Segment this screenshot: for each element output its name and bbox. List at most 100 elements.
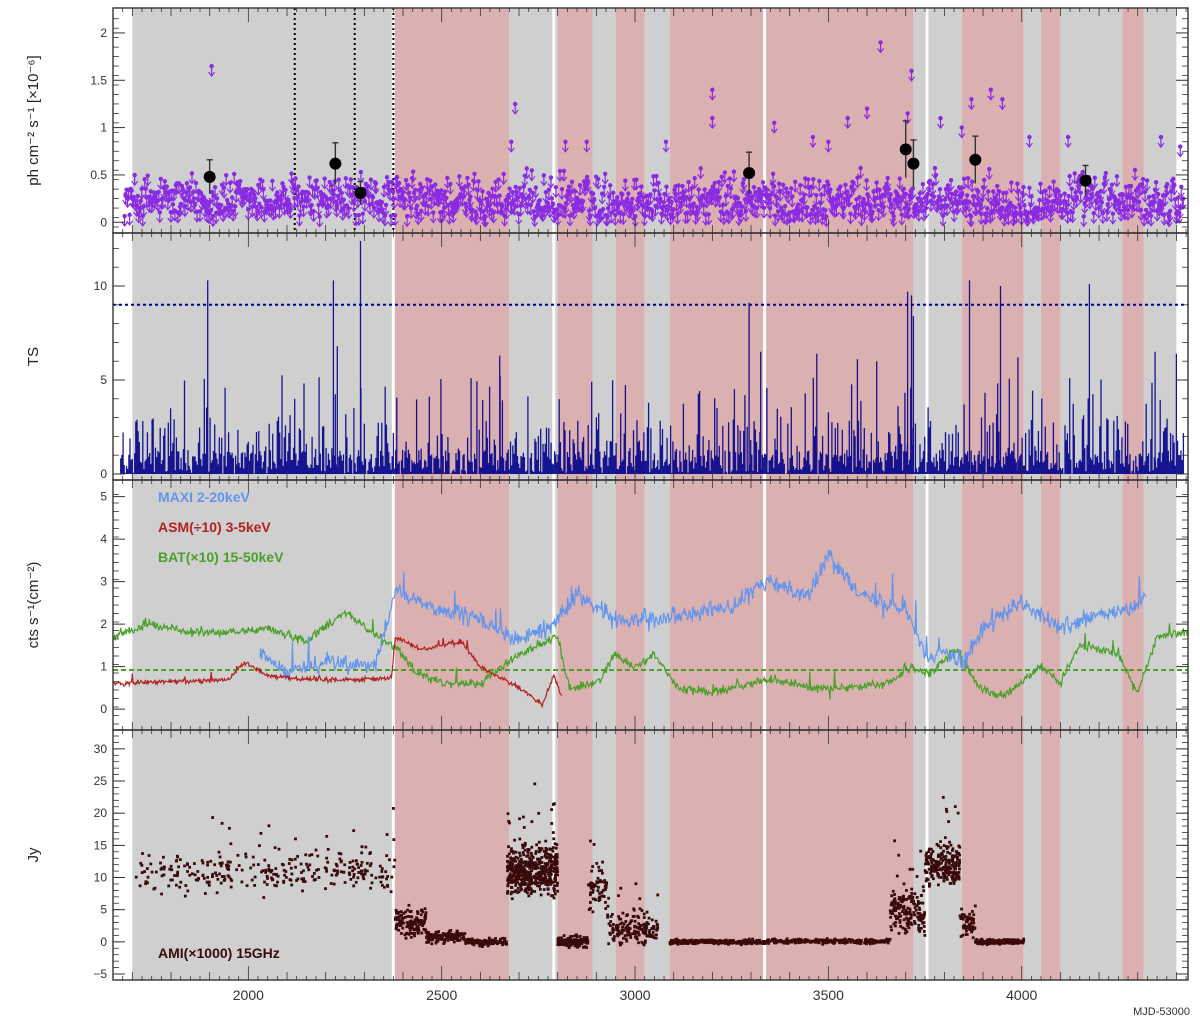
upper-limit-arrowhead: [840, 204, 848, 210]
radio-point: [277, 847, 281, 851]
upper-limit-point: [278, 194, 283, 199]
radio-point: [440, 938, 444, 941]
radio-point: [524, 881, 528, 885]
radio-point: [533, 862, 537, 866]
upper-limit-point: [1042, 201, 1047, 207]
radio-point: [596, 889, 600, 893]
upper-limit-arrowhead: [1070, 205, 1078, 211]
radio-point: [510, 875, 513, 879]
radio-point: [423, 917, 427, 921]
detection-point: [203, 170, 216, 183]
upper-limit-arrowhead: [730, 177, 738, 183]
upper-limit-point: [545, 201, 551, 206]
upper-limit-arrowhead: [540, 180, 548, 187]
upper-limit-arrowhead: [946, 205, 954, 211]
radio-point: [633, 924, 637, 928]
upper-limit-point: [800, 209, 805, 214]
radio-point: [539, 893, 543, 897]
radio-point: [388, 858, 391, 862]
upper-limit-point: [743, 208, 749, 214]
radio-point: [196, 878, 200, 882]
radio-point: [577, 944, 581, 947]
upper-limit-arrowhead: [717, 217, 725, 223]
upper-limit-point: [938, 115, 943, 121]
upper-limit-arrowhead: [359, 219, 367, 225]
upper-limit-arrowhead: [1123, 203, 1131, 209]
radio-point: [546, 887, 550, 891]
upper-limit-arrowhead: [856, 202, 864, 209]
upper-limit-arrowhead: [229, 216, 237, 222]
upper-limit-arrowhead: [560, 176, 568, 182]
radio-point: [415, 925, 419, 929]
upper-limit-point: [554, 207, 560, 212]
upper-limit-point: [584, 139, 589, 144]
upper-limit-point: [371, 205, 377, 211]
upper-limit-arrowhead: [495, 185, 503, 191]
upper-limit-arrowhead: [1077, 198, 1085, 204]
radio-point: [206, 863, 210, 867]
radio-point: [275, 872, 278, 876]
upper-limit-arrowhead: [640, 221, 648, 227]
radio-point: [539, 865, 543, 868]
upper-limit-arrowhead: [421, 210, 429, 217]
upper-limit-arrowhead: [232, 197, 240, 204]
upper-limit-arrowhead: [1128, 213, 1136, 219]
upper-limit-point: [1100, 210, 1106, 216]
radio-point: [592, 897, 596, 901]
radio-point: [515, 878, 519, 881]
upper-limit-point: [523, 196, 528, 202]
radio-point: [402, 911, 406, 915]
radio-point: [178, 858, 182, 862]
radio-point: [265, 874, 269, 878]
radio-point: [536, 866, 540, 870]
radio-point: [638, 927, 641, 931]
upper-limit-point: [648, 192, 653, 197]
radio-point: [518, 854, 522, 858]
upper-limit-arrowhead: [1051, 206, 1059, 212]
upper-limit-point: [761, 205, 767, 210]
radio-point: [226, 874, 230, 878]
upper-limit-point: [187, 185, 193, 190]
upper-limit-point: [314, 178, 319, 183]
upper-limit-point: [874, 180, 879, 185]
upper-limit-arrowhead: [500, 179, 508, 185]
upper-limit-arrowhead: [526, 195, 534, 201]
upper-limit-arrowhead: [253, 216, 261, 222]
upper-limit-point: [1070, 210, 1075, 215]
upper-limit-arrowhead: [809, 142, 817, 149]
upper-limit-point: [209, 189, 215, 195]
radio-point: [437, 930, 440, 933]
upper-limit-arrowhead: [815, 186, 823, 193]
upper-limit-arrowhead: [1047, 217, 1055, 223]
upper-limit-arrowhead: [461, 209, 469, 215]
radio-point: [223, 877, 227, 881]
upper-limit-point: [1125, 207, 1131, 213]
radio-point: [399, 910, 403, 914]
upper-limit-point: [394, 174, 400, 180]
radio-point: [534, 876, 538, 880]
upper-limit-point: [356, 212, 362, 218]
radio-point: [423, 928, 427, 932]
radio-point: [393, 918, 397, 921]
upper-limit-arrowhead: [848, 192, 855, 198]
upper-limit-arrowhead: [210, 201, 218, 207]
radio-point: [186, 870, 189, 873]
radio-point: [562, 934, 566, 938]
upper-limit-arrowhead: [354, 202, 362, 209]
upper-limit-arrowhead: [1170, 190, 1178, 196]
upper-limit-arrowhead: [1104, 209, 1112, 216]
radio-point: [526, 848, 530, 851]
upper-limit-point: [890, 210, 895, 215]
radio-point: [325, 834, 329, 838]
upper-limit-arrowhead: [446, 189, 454, 195]
radio-point: [229, 885, 233, 889]
upper-limit-point: [697, 197, 702, 202]
upper-limit-arrowhead: [947, 185, 955, 192]
radio-point: [530, 869, 534, 873]
radio-point: [267, 867, 271, 871]
radio-point: [175, 874, 179, 878]
upper-limit-arrowhead: [523, 174, 531, 180]
upper-limit-point: [1176, 195, 1181, 200]
upper-limit-point: [231, 171, 237, 177]
upper-limit-arrowhead: [636, 199, 644, 205]
